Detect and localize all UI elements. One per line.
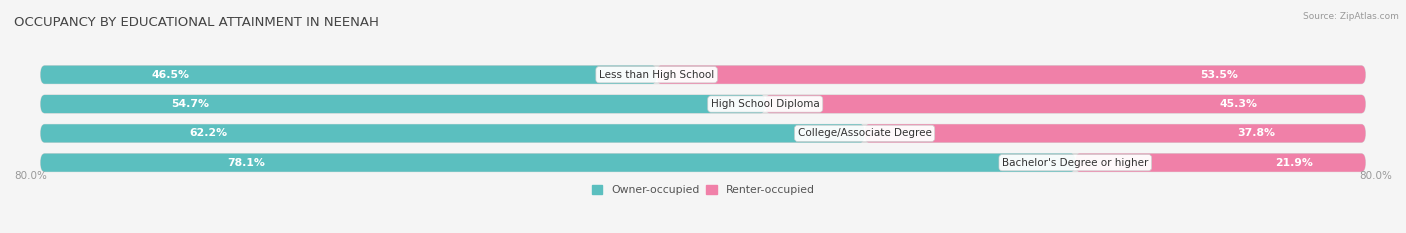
FancyBboxPatch shape <box>41 154 1076 172</box>
FancyBboxPatch shape <box>765 95 1365 113</box>
Text: 37.8%: 37.8% <box>1237 128 1275 138</box>
Text: Less than High School: Less than High School <box>599 70 714 80</box>
Text: 45.3%: 45.3% <box>1219 99 1257 109</box>
FancyBboxPatch shape <box>865 124 1365 142</box>
Text: 78.1%: 78.1% <box>226 158 264 168</box>
FancyBboxPatch shape <box>657 66 1365 84</box>
FancyBboxPatch shape <box>41 66 1365 84</box>
Text: 80.0%: 80.0% <box>1360 171 1392 181</box>
FancyBboxPatch shape <box>41 124 1365 142</box>
FancyBboxPatch shape <box>41 95 765 113</box>
Text: Source: ZipAtlas.com: Source: ZipAtlas.com <box>1303 12 1399 21</box>
Text: 46.5%: 46.5% <box>152 70 190 80</box>
Text: 80.0%: 80.0% <box>14 171 46 181</box>
Legend: Owner-occupied, Renter-occupied: Owner-occupied, Renter-occupied <box>588 181 818 200</box>
FancyBboxPatch shape <box>41 154 1365 172</box>
Text: 62.2%: 62.2% <box>188 128 226 138</box>
Text: OCCUPANCY BY EDUCATIONAL ATTAINMENT IN NEENAH: OCCUPANCY BY EDUCATIONAL ATTAINMENT IN N… <box>14 16 380 29</box>
FancyBboxPatch shape <box>41 95 1365 113</box>
Text: Bachelor's Degree or higher: Bachelor's Degree or higher <box>1002 158 1149 168</box>
Text: College/Associate Degree: College/Associate Degree <box>797 128 932 138</box>
Text: 53.5%: 53.5% <box>1199 70 1237 80</box>
FancyBboxPatch shape <box>41 124 865 142</box>
Text: 54.7%: 54.7% <box>172 99 209 109</box>
FancyBboxPatch shape <box>41 66 657 84</box>
FancyBboxPatch shape <box>1076 154 1365 172</box>
Text: High School Diploma: High School Diploma <box>711 99 820 109</box>
Text: 21.9%: 21.9% <box>1275 158 1313 168</box>
